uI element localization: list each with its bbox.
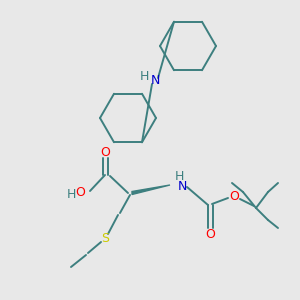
Text: O: O xyxy=(100,146,110,158)
Text: H: H xyxy=(139,70,149,83)
Polygon shape xyxy=(132,185,170,194)
Text: O: O xyxy=(205,229,215,242)
Text: O: O xyxy=(229,190,239,203)
Text: H: H xyxy=(174,170,184,184)
Text: N: N xyxy=(177,179,187,193)
Text: N: N xyxy=(150,74,160,86)
Text: H: H xyxy=(66,188,76,202)
Text: S: S xyxy=(101,232,109,244)
Text: O: O xyxy=(75,187,85,200)
